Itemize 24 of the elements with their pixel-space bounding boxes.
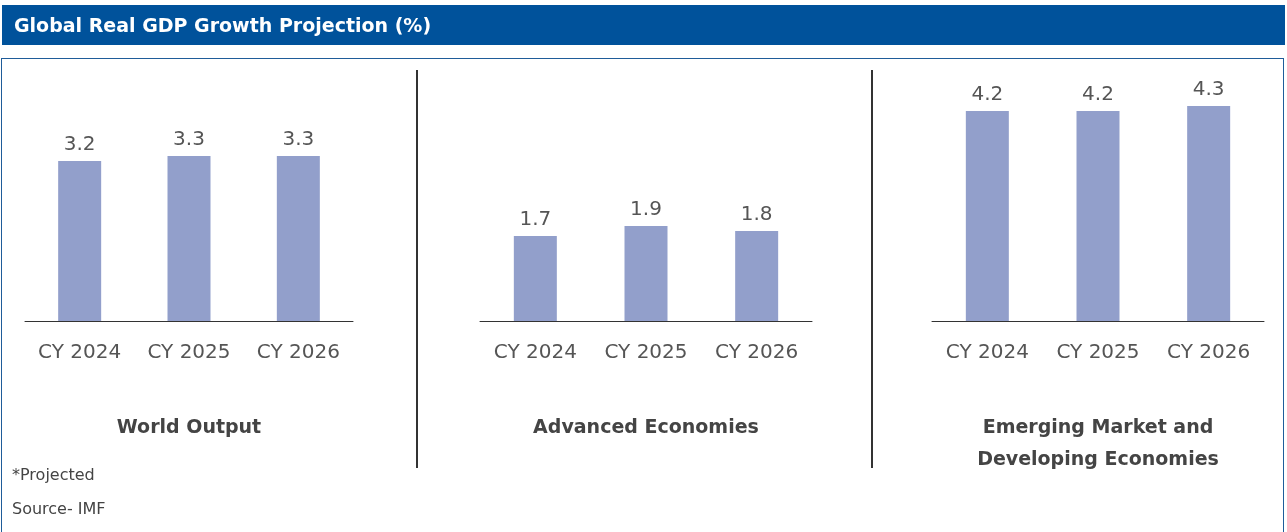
- x-axis-title: Advanced Economies: [532, 414, 760, 439]
- x-axis-title: Emerging Market and Developing Economies: [976, 414, 1220, 471]
- data-label: 1.9: [630, 196, 662, 220]
- text: *Projected: [12, 465, 95, 484]
- data-label: 3.3: [282, 126, 315, 150]
- x-tick-label: CY 2025: [1056, 339, 1140, 363]
- data-label: 4.2: [971, 81, 1004, 105]
- data-label: 4.3: [1192, 76, 1225, 100]
- chart-title: Global Real GDP Growth Projection (%): [2, 5, 1285, 45]
- data-label: 3.2: [63, 131, 96, 155]
- data-label: 1.7: [519, 206, 552, 230]
- data-label: 1.8: [740, 201, 773, 225]
- x-tick-label: CY 2024: [945, 339, 1029, 363]
- x-tick-label: CY 2025: [604, 339, 688, 363]
- data-label: 4.2: [1082, 81, 1114, 105]
- data-label: 3.3: [173, 126, 205, 150]
- source-note: Source- IMF: [12, 499, 106, 518]
- x-tick-label: CY 2024: [38, 339, 122, 363]
- x-axis-title: World Output: [115, 414, 263, 439]
- x-tick-label: CY 2026: [256, 339, 340, 363]
- x-tick-label: CY 2026: [715, 339, 799, 363]
- x-tick-label: CY 2024: [493, 339, 577, 363]
- x-tick-label: CY 2026: [1167, 339, 1251, 363]
- x-tick-label: CY 2025: [147, 339, 231, 363]
